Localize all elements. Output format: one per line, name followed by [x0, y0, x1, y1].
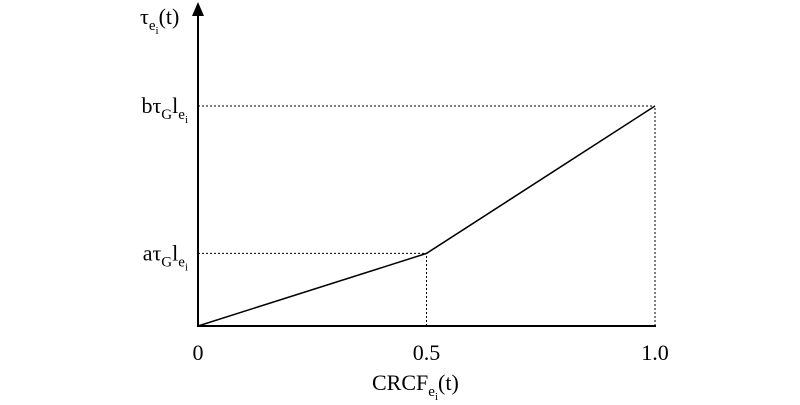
x-tick-label: 0 — [193, 340, 204, 365]
y-tick-label: bτGlei — [141, 93, 188, 126]
y-tick-label-part: e — [178, 254, 185, 270]
y-axis-label-part: τ — [140, 4, 149, 29]
x-axis-label-part: CRCF — [372, 370, 428, 395]
y-axis-arrow — [192, 2, 204, 16]
x-axis-label-part: (t) — [438, 370, 459, 395]
line — [197, 105, 656, 327]
x-axis-label-part: e — [428, 384, 435, 400]
y-axis-label-part: e — [149, 18, 156, 34]
y-tick-label-part: bτ — [141, 93, 161, 118]
y-tick-label-part: l — [172, 240, 178, 265]
x-axis-label-part: i — [435, 391, 438, 403]
y-tick-label-part: e — [178, 107, 185, 123]
y-axis-label-part: i — [156, 25, 159, 37]
y-tick-label: aτGlei — [143, 240, 188, 273]
y-tick-label-part: G — [161, 107, 172, 123]
x-axis-label: CRCFei(t) — [372, 370, 459, 403]
y-tick-label-part: i — [185, 114, 188, 126]
y-axis-label: τei(t) — [140, 4, 179, 37]
y-tick-label-part: l — [172, 93, 178, 118]
y-tick-label-part: aτ — [143, 240, 162, 265]
y-tick-label-part: i — [185, 261, 188, 273]
y-tick-label-part: G — [161, 254, 172, 270]
y-axis-label-part: (t) — [159, 4, 180, 29]
x-tick-label: 0.5 — [413, 340, 441, 365]
x-tick-label: 1.0 — [641, 340, 669, 365]
